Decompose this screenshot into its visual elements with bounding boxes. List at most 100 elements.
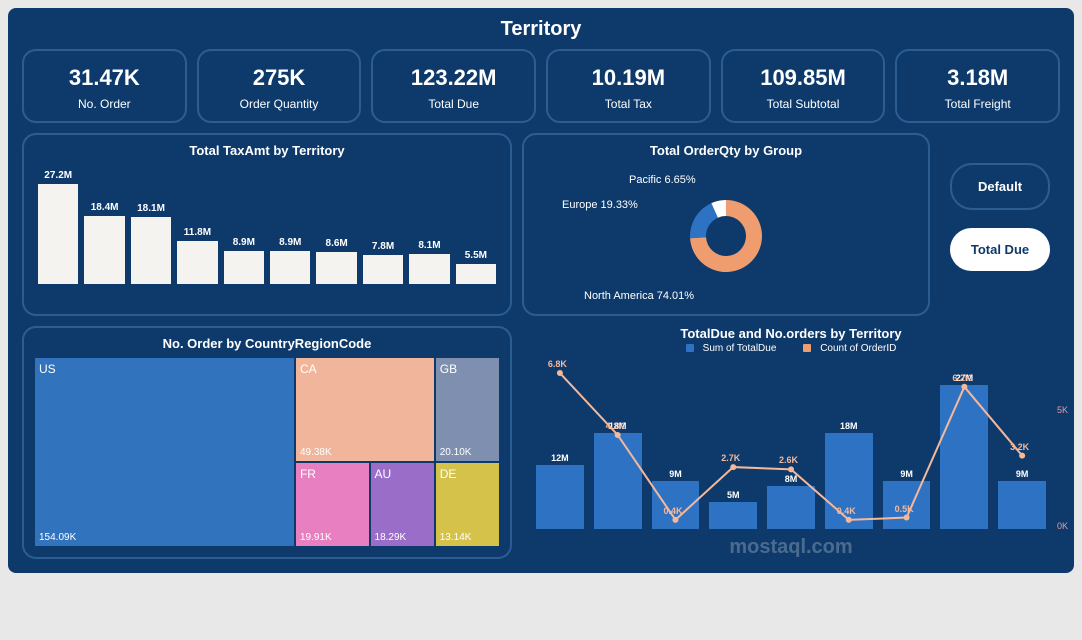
- kpi-value: 275K: [205, 65, 354, 91]
- combo-col: 9M: [883, 469, 931, 529]
- combo-bar-label: 18M: [840, 421, 858, 431]
- combo-line-label: 6.8K: [548, 359, 567, 369]
- combo-bar-label: 9M: [669, 469, 682, 479]
- combo-line-label: 2.7K: [721, 453, 740, 463]
- default-button[interactable]: Default: [950, 163, 1050, 210]
- combo-line-label: 0.4K: [837, 506, 856, 516]
- treemap-val: 18.29K: [375, 532, 407, 543]
- bar-rect: [316, 252, 356, 284]
- donut-slice: [690, 203, 718, 238]
- treemap-panel: No. Order by CountryRegionCode US154.09K…: [22, 326, 512, 559]
- combo-col: 8M: [767, 474, 815, 529]
- treemap-code: GB: [440, 362, 495, 376]
- combo-chart: 12M 18M 9M 5M 8M 18M 9M 27M 9M: [522, 360, 1060, 535]
- treemap-code: AU: [375, 467, 430, 481]
- bar-col: 5.5M: [456, 250, 496, 284]
- combo-bar-label: 12M: [551, 453, 569, 463]
- kpi-label: Total Freight: [903, 97, 1052, 111]
- bar-rect: [363, 255, 403, 284]
- combo-col: 12M: [536, 453, 584, 529]
- bar-col: 7.8M: [363, 241, 403, 284]
- treemap-val: 20.10K: [440, 447, 472, 458]
- bar-rect: [131, 217, 171, 284]
- bar-label: 8.1M: [418, 240, 440, 251]
- kpi-card-1: 275K Order Quantity: [197, 49, 362, 123]
- combo-col: 9M: [652, 469, 700, 529]
- bar-col: 8.9M: [224, 237, 264, 284]
- kpi-label: Total Tax: [554, 97, 703, 111]
- bar-col: 27.2M: [38, 170, 78, 284]
- taxamt-bar-panel: Total TaxAmt by Territory 27.2M 18.4M 18…: [22, 133, 512, 316]
- bar-col: 18.4M: [84, 202, 124, 284]
- bar-rect: [409, 254, 449, 284]
- bar-col: 11.8M: [177, 227, 217, 284]
- bar-rect: [84, 216, 124, 284]
- bar-col: 18.1M: [131, 203, 171, 284]
- bar-col: 8.1M: [409, 240, 449, 284]
- kpi-value: 31.47K: [30, 65, 179, 91]
- treemap-code: DE: [440, 467, 495, 481]
- watermark: mostaql.com: [729, 536, 852, 559]
- kpi-label: No. Order: [30, 97, 179, 111]
- axis-5k: 5K: [1057, 405, 1068, 415]
- treemap-cell-AU[interactable]: AU 18.29K: [370, 462, 435, 548]
- combo-bar: [709, 502, 757, 529]
- kpi-label: Total Subtotal: [729, 97, 878, 111]
- bar-col: 8.9M: [270, 237, 310, 284]
- treemap-code: CA: [300, 362, 430, 376]
- kpi-card-2: 123.22M Total Due: [371, 49, 536, 123]
- bar-rect: [456, 264, 496, 284]
- total-due-button[interactable]: Total Due: [950, 228, 1050, 271]
- territory-dashboard: Territory 31.47K No. Order275K Order Qua…: [8, 8, 1074, 573]
- orderqty-donut-panel: Total OrderQty by Group Pacific 6.65% Eu…: [522, 133, 930, 316]
- donut-label-pacific: Pacific 6.65%: [629, 174, 696, 186]
- bar-label: 18.4M: [91, 202, 119, 213]
- donut-chart: Pacific 6.65% Europe 19.33% North Americ…: [534, 164, 918, 304]
- bar-label: 18.1M: [137, 203, 165, 214]
- kpi-card-0: 31.47K No. Order: [22, 49, 187, 123]
- bar-label: 5.5M: [465, 250, 487, 261]
- treemap-code: US: [39, 362, 290, 376]
- treemap-val: 13.14K: [440, 532, 472, 543]
- kpi-value: 3.18M: [903, 65, 1052, 91]
- bar-rect: [224, 251, 264, 284]
- treemap-cell-CA[interactable]: CA 49.38K: [295, 357, 435, 462]
- treemap-cell-FR[interactable]: FR 19.91K: [295, 462, 370, 548]
- kpi-value: 109.85M: [729, 65, 878, 91]
- bar-rect: [270, 251, 310, 284]
- axis-0k: 0K: [1057, 521, 1068, 531]
- combo-line-label: 2.6K: [779, 455, 798, 465]
- combo-title: TotalDue and No.orders by Territory: [522, 326, 1060, 341]
- bar-label: 8.9M: [233, 237, 255, 248]
- treemap-cell-US[interactable]: US154.09K: [34, 357, 295, 547]
- kpi-card-5: 3.18M Total Freight: [895, 49, 1060, 123]
- kpi-row: 31.47K No. Order275K Order Quantity123.2…: [22, 49, 1060, 123]
- combo-legend: Sum of TotalDue Count of OrderID: [522, 343, 1060, 354]
- donut-label-na: North America 74.01%: [584, 290, 694, 302]
- combo-panel: TotalDue and No.orders by Territory Sum …: [522, 326, 1060, 559]
- combo-bar: [998, 481, 1046, 529]
- treemap-val: 19.91K: [300, 532, 332, 543]
- bar-col: 8.6M: [316, 238, 356, 284]
- bar-rect: [38, 184, 78, 284]
- bar-label: 7.8M: [372, 241, 394, 252]
- bar-rect: [177, 241, 217, 284]
- treemap-code: FR: [300, 467, 365, 481]
- filter-buttons: Default Total Due: [940, 133, 1060, 316]
- kpi-label: Order Quantity: [205, 97, 354, 111]
- bar-label: 27.2M: [44, 170, 72, 181]
- donut-title: Total OrderQty by Group: [534, 143, 918, 158]
- treemap-cell-GB[interactable]: GB 20.10K: [435, 357, 500, 462]
- kpi-card-4: 109.85M Total Subtotal: [721, 49, 886, 123]
- bar-label: 8.6M: [326, 238, 348, 249]
- bar-label: 8.9M: [279, 237, 301, 248]
- combo-bar: [594, 433, 642, 529]
- kpi-value: 10.19M: [554, 65, 703, 91]
- combo-col: 5M: [709, 490, 757, 529]
- kpi-card-3: 10.19M Total Tax: [546, 49, 711, 123]
- combo-line-label: 0.4K: [663, 506, 682, 516]
- treemap-cell-DE[interactable]: DE 13.14K: [435, 462, 500, 548]
- combo-bar-label: 9M: [1016, 469, 1029, 479]
- combo-bar: [767, 486, 815, 529]
- treemap-val: 49.38K: [300, 447, 332, 458]
